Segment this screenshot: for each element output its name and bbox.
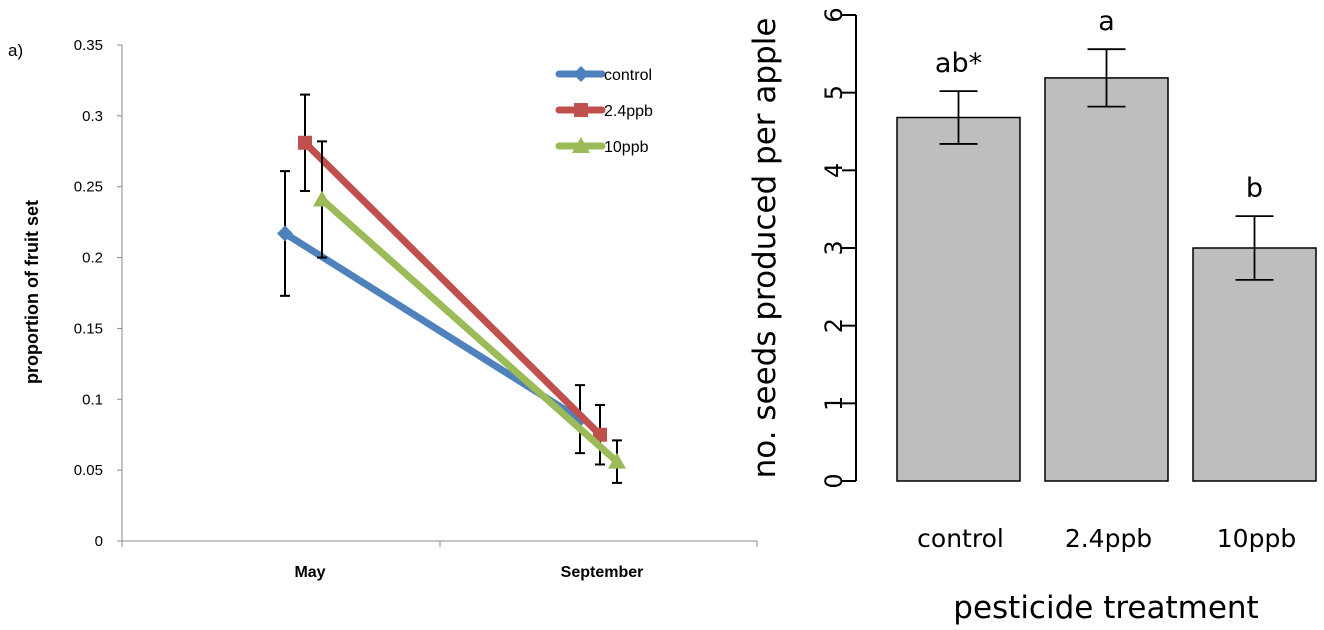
- x-tick-label: control: [917, 524, 1004, 553]
- triangle-marker: [572, 137, 590, 153]
- y-tick-label: 0.1: [82, 391, 103, 408]
- y-axis-label: proportion of fruit set: [22, 200, 42, 384]
- bar-group: a 2.4ppb: [1044, 6, 1169, 553]
- y-tick-label: 0.3: [82, 108, 103, 125]
- panel-label: a): [8, 41, 23, 60]
- series-10ppb: [313, 140, 626, 484]
- bar-group: ab* control: [896, 48, 1021, 553]
- x-tick-label: September: [561, 564, 644, 581]
- y-tick-label: 0.15: [74, 320, 103, 337]
- bar-group: b 10ppb: [1192, 173, 1317, 553]
- y-tick-label: 0: [820, 473, 848, 488]
- series-line: [318, 195, 621, 466]
- x-tick-label: 10ppb: [1217, 524, 1296, 553]
- bar: [1044, 77, 1169, 482]
- diamond-marker: [573, 66, 589, 82]
- bar-chart: 0 1 2 3 4 5 6 ab* control a 2.4ppb b 10ppb no. seed…: [747, 6, 1317, 626]
- line-chart: 0 0.05 0.1 0.15 0.2 0.25 0.3 0.35 May September c…: [22, 37, 758, 581]
- triangle-marker: [608, 452, 626, 469]
- legend-item: 2.4ppb: [555, 103, 653, 120]
- y-tick-label: 3: [820, 240, 848, 255]
- y-axis-label: no. seeds produced per apple: [747, 18, 783, 479]
- y-tick-label: 2: [820, 318, 848, 333]
- x-tick-label: 2.4ppb: [1065, 524, 1152, 553]
- legend-label: 2.4ppb: [604, 103, 653, 120]
- significance-label: ab*: [935, 48, 982, 79]
- bar: [1192, 247, 1317, 482]
- significance-label: a: [1098, 6, 1115, 37]
- y-tick-label: 0.35: [74, 37, 103, 54]
- square-marker: [298, 135, 312, 150]
- series-line: [301, 139, 604, 439]
- y-tick-label: 0: [95, 533, 103, 550]
- y-tick-label: 4: [820, 163, 848, 178]
- triangle-marker: [313, 190, 331, 207]
- x-tick-label: May: [294, 564, 325, 581]
- diamond-marker: [277, 225, 293, 242]
- y-tick-label: 6: [820, 7, 848, 22]
- series-control: [277, 170, 588, 455]
- legend-item: control: [555, 66, 652, 84]
- x-axis-label: pesticide treatment: [953, 590, 1258, 626]
- legend-label: control: [604, 67, 652, 84]
- square-marker: [574, 103, 588, 117]
- square-marker: [593, 427, 607, 442]
- legend-label: 10ppb: [604, 139, 649, 156]
- legend-item: 10ppb: [555, 137, 649, 156]
- series-2.4ppb: [298, 93, 607, 466]
- y-tick-label: 0.25: [74, 179, 103, 196]
- y-tick-label: 5: [820, 85, 848, 100]
- significance-label: b: [1246, 173, 1263, 204]
- y-tick-label: 0.2: [82, 250, 103, 267]
- y-tick-label: 1: [820, 396, 848, 411]
- bar: [896, 116, 1021, 482]
- y-tick-label: 0.05: [74, 462, 103, 479]
